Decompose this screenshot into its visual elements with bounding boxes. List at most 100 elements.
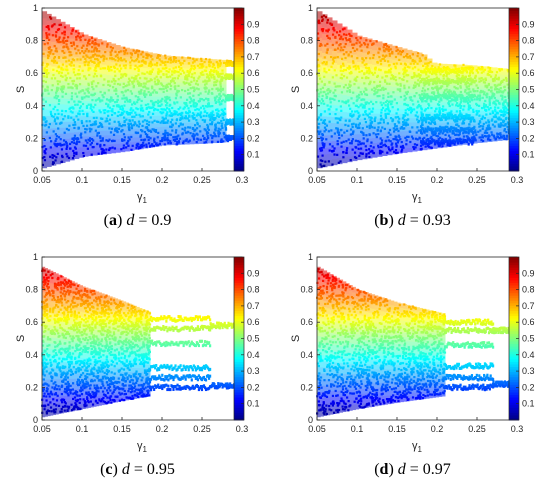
- colorbar-cell: [234, 130, 244, 134]
- data-point: [373, 86, 376, 89]
- data-point: [377, 68, 381, 71]
- density-cell: [327, 116, 333, 123]
- data-point: [204, 80, 207, 83]
- density-cell: [422, 102, 428, 107]
- data-point: [506, 108, 509, 111]
- data-point: [376, 95, 379, 98]
- data-point: [73, 136, 76, 140]
- density-cell: [377, 137, 383, 143]
- density-cell: [115, 71, 121, 77]
- data-point: [410, 108, 414, 111]
- data-point: [91, 94, 94, 97]
- colorbar-cell: [234, 92, 244, 96]
- data-point: [123, 104, 126, 107]
- data-point: [204, 110, 207, 113]
- data-point: [504, 100, 507, 103]
- density-cell: [216, 118, 222, 123]
- density-cell: [138, 140, 144, 146]
- density-cell: [83, 95, 89, 101]
- colorbar-cell: [234, 46, 244, 50]
- data-point: [449, 71, 452, 74]
- density-cell: [337, 64, 343, 71]
- data-point: [101, 117, 104, 120]
- density-cell: [115, 112, 121, 117]
- data-point: [66, 36, 70, 39]
- data-point: [435, 76, 439, 79]
- density-cell: [482, 135, 488, 140]
- data-point: [85, 60, 88, 63]
- data-point: [502, 113, 505, 116]
- data-point: [169, 57, 172, 60]
- density-cell: [397, 51, 403, 57]
- density-cell: [322, 39, 328, 47]
- density-cell: [482, 132, 488, 137]
- density-cell: [97, 149, 103, 155]
- density-cell: [51, 41, 57, 48]
- density-cell: [221, 83, 227, 88]
- data-point: [209, 61, 212, 64]
- data-point: [98, 97, 101, 100]
- data-point: [342, 75, 346, 78]
- data-point: [465, 66, 468, 69]
- data-point: [164, 54, 167, 57]
- data-point: [119, 56, 123, 60]
- data-point: [324, 44, 327, 47]
- data-point: [42, 98, 45, 101]
- density-cell: [129, 82, 135, 88]
- density-cell: [207, 86, 213, 91]
- density-cell: [138, 120, 144, 125]
- data-point: [416, 82, 419, 85]
- data-point: [207, 92, 210, 95]
- density-cell: [352, 139, 358, 146]
- density-cell: [92, 106, 98, 112]
- density-cell: [170, 115, 176, 120]
- density-cell: [497, 107, 503, 111]
- data-point: [56, 109, 59, 112]
- density-cell: [83, 90, 89, 96]
- density-cell: [88, 85, 94, 92]
- density-cell: [51, 78, 57, 86]
- data-point: [46, 42, 49, 45]
- data-point: [64, 39, 67, 43]
- density-cell: [69, 49, 75, 56]
- density-cell: [101, 125, 107, 131]
- data-point: [368, 82, 372, 85]
- density-cell: [120, 59, 126, 65]
- density-cell: [392, 131, 398, 137]
- data-point: [81, 109, 84, 112]
- data-point: [103, 92, 106, 95]
- density-cell: [101, 135, 107, 141]
- data-point: [127, 123, 131, 127]
- density-cell: [412, 63, 418, 69]
- density-cell: [175, 111, 181, 116]
- density-cell: [152, 57, 158, 62]
- density-cell: [147, 139, 153, 144]
- density-cell: [111, 66, 117, 72]
- density-cell: [437, 133, 443, 138]
- data-point: [122, 73, 125, 76]
- density-cell: [482, 97, 488, 102]
- data-point: [385, 54, 388, 57]
- data-point: [130, 111, 133, 114]
- data-point: [127, 122, 130, 125]
- data-point: [174, 97, 178, 100]
- data-point: [112, 133, 116, 136]
- data-point: [179, 61, 182, 64]
- data-point: [65, 60, 68, 63]
- data-point: [214, 83, 218, 86]
- data-point: [122, 133, 126, 136]
- data-point: [52, 68, 55, 71]
- density-cell: [69, 38, 75, 45]
- data-point: [45, 65, 48, 68]
- data-point: [203, 136, 206, 140]
- data-point: [157, 68, 160, 71]
- data-point: [100, 55, 103, 59]
- data-point: [128, 111, 131, 115]
- data-point: [478, 80, 481, 83]
- data-point: [340, 46, 343, 49]
- data-point: [382, 97, 385, 100]
- data-point: [204, 129, 207, 132]
- density-cell: [83, 140, 89, 147]
- data-point: [451, 103, 454, 106]
- data-point: [447, 100, 451, 103]
